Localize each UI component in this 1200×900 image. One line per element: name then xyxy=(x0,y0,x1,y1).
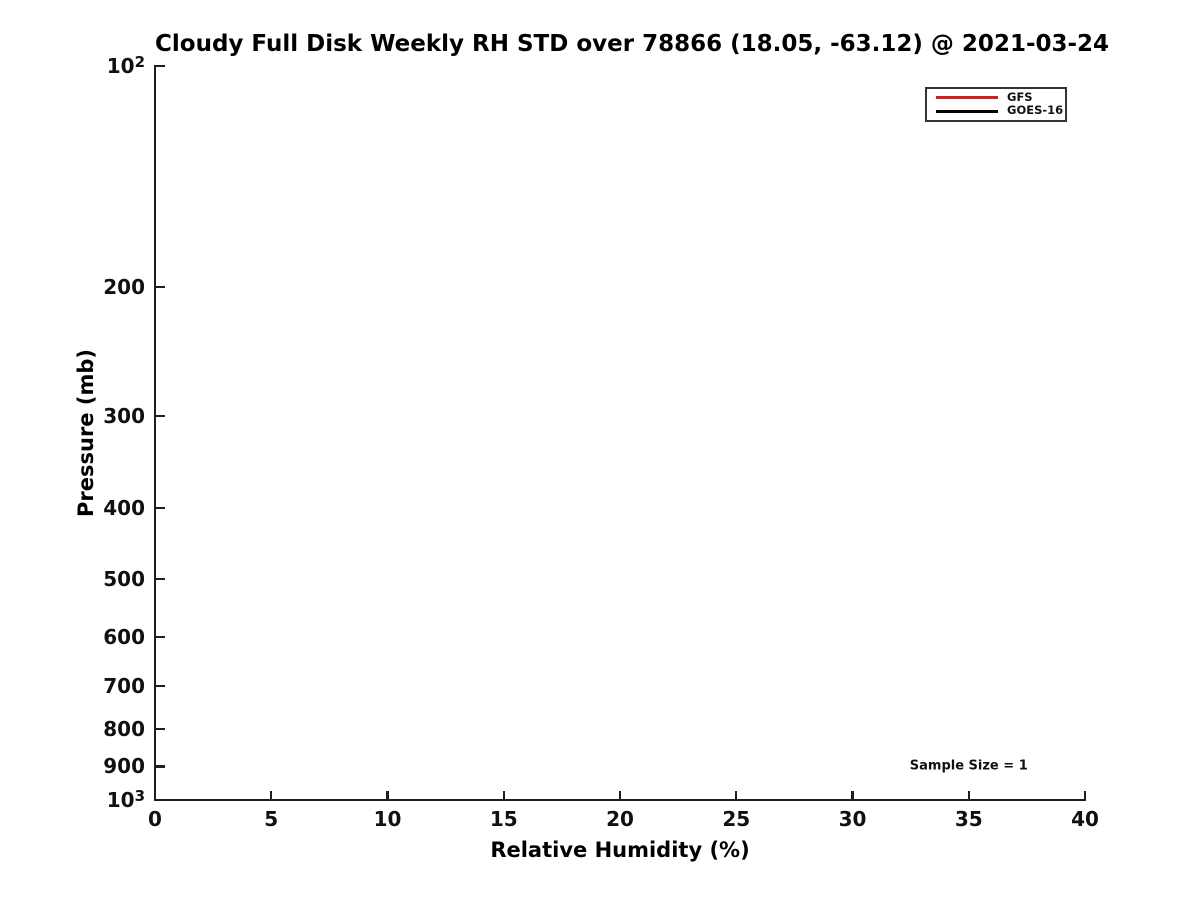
y-tick-label: 300 xyxy=(103,404,145,429)
y-tick-mark xyxy=(156,685,165,688)
x-tick-mark xyxy=(618,791,622,800)
y-tick-mark xyxy=(156,798,165,802)
x-tick-mark xyxy=(851,791,854,800)
y-tick-mark xyxy=(156,415,165,418)
x-tick-label: 15 xyxy=(489,807,518,831)
y-tick-mark xyxy=(156,577,165,581)
y-tick-mark xyxy=(156,64,165,68)
legend-entry: GFS xyxy=(936,91,1059,104)
y-tick-mark xyxy=(156,765,165,768)
x-tick-label: 25 xyxy=(722,807,751,831)
y-tick-label: 900 xyxy=(103,754,145,779)
y-tick-mark xyxy=(156,636,165,639)
legend-entry: GOES-16 xyxy=(936,105,1063,118)
legend-series-name: GFS xyxy=(1007,90,1033,105)
y-axis-line xyxy=(154,65,157,801)
x-tick-label: 10 xyxy=(373,807,402,831)
x-axis-line xyxy=(154,799,1086,802)
y-tick-label: 500 xyxy=(103,567,145,592)
x-tick-label: 20 xyxy=(606,807,634,831)
chart-title: Cloudy Full Disk Weekly RH STD over 7886… xyxy=(155,31,1110,57)
x-tick-mark xyxy=(386,791,389,800)
y-tick-mark xyxy=(156,727,165,730)
y-tick-label: 600 xyxy=(103,625,145,650)
x-tick-label: 30 xyxy=(838,807,867,831)
x-tick-mark xyxy=(967,791,970,800)
x-tick-label: 35 xyxy=(954,807,983,831)
sample-size-annotation: Sample Size = 1 xyxy=(909,758,1028,774)
y-tick-mark xyxy=(156,285,165,289)
legend-series-name: GOES-16 xyxy=(1007,103,1064,118)
x-tick-label: 0 xyxy=(148,807,162,831)
y-tick-exponent: 2 xyxy=(134,53,145,71)
x-tick-mark xyxy=(1083,791,1087,800)
x-axis-label: Relative Humidity (%) xyxy=(490,838,750,862)
y-tick-exponent: 3 xyxy=(134,787,145,805)
x-tick-mark xyxy=(735,791,738,800)
x-tick-mark xyxy=(502,791,505,800)
y-tick-label: 800 xyxy=(103,716,145,741)
y-tick-label: 103 xyxy=(106,787,145,812)
x-tick-label: 40 xyxy=(1071,807,1099,831)
legend-line-swatch xyxy=(936,109,998,113)
y-tick-label: 400 xyxy=(103,495,145,520)
y-tick-label: 700 xyxy=(103,674,145,699)
legend-line-swatch xyxy=(936,96,998,100)
x-tick-mark xyxy=(270,791,273,800)
x-tick-label: 5 xyxy=(264,807,279,831)
x-tick-mark xyxy=(153,791,157,800)
y-tick-label: 200 xyxy=(103,274,145,299)
y-tick-label: 102 xyxy=(106,53,145,78)
y-axis-label: Pressure (mb) xyxy=(74,349,98,517)
legend: GFS GOES-16 xyxy=(925,87,1067,122)
y-tick-mark xyxy=(156,506,165,509)
